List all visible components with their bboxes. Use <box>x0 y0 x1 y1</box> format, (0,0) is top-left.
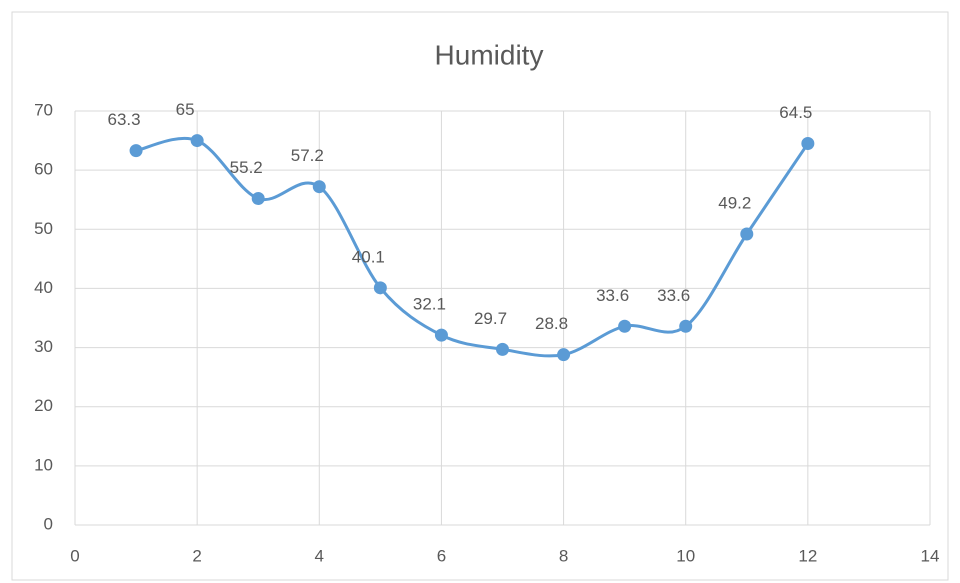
data-label: 40.1 <box>352 247 385 266</box>
data-label: 29.7 <box>474 309 507 328</box>
data-point <box>557 348 571 362</box>
x-tick-label: 4 <box>315 546 324 565</box>
data-label: 33.6 <box>657 286 690 305</box>
data-point <box>679 319 693 333</box>
data-point <box>618 319 632 333</box>
y-tick-label: 0 <box>44 514 53 533</box>
data-label: 28.8 <box>535 314 568 333</box>
data-label: 65 <box>176 100 195 119</box>
y-tick-label: 40 <box>34 278 53 297</box>
data-point <box>801 137 815 151</box>
data-label: 57.2 <box>291 146 324 165</box>
x-tick-label: 0 <box>70 546 79 565</box>
data-label: 63.3 <box>108 110 141 129</box>
data-point <box>190 134 204 148</box>
data-point <box>434 328 448 342</box>
y-tick-label: 20 <box>34 396 53 415</box>
y-tick-label: 10 <box>34 455 53 474</box>
data-point <box>129 144 143 158</box>
data-label: 64.5 <box>779 103 812 122</box>
data-point <box>740 227 754 241</box>
x-tick-label: 10 <box>676 546 695 565</box>
data-label: 55.2 <box>230 158 263 177</box>
y-tick-label: 70 <box>34 100 53 119</box>
data-point <box>251 192 265 206</box>
chart-title: Humidity <box>435 39 544 70</box>
y-tick-label: 50 <box>34 219 53 238</box>
x-tick-label: 8 <box>559 546 568 565</box>
y-tick-label: 30 <box>34 337 53 356</box>
x-tick-label: 6 <box>437 546 446 565</box>
chart-border <box>11 11 949 581</box>
x-tick-label: 2 <box>192 546 201 565</box>
x-tick-label: 14 <box>921 546 940 565</box>
y-tick-label: 60 <box>34 160 53 179</box>
data-label: 49.2 <box>718 194 751 213</box>
x-tick-label: 12 <box>798 546 817 565</box>
data-point <box>496 342 509 356</box>
data-label: 32.1 <box>413 295 446 314</box>
data-label: 33.6 <box>596 286 629 305</box>
data-point <box>373 281 387 295</box>
data-point <box>312 180 326 194</box>
